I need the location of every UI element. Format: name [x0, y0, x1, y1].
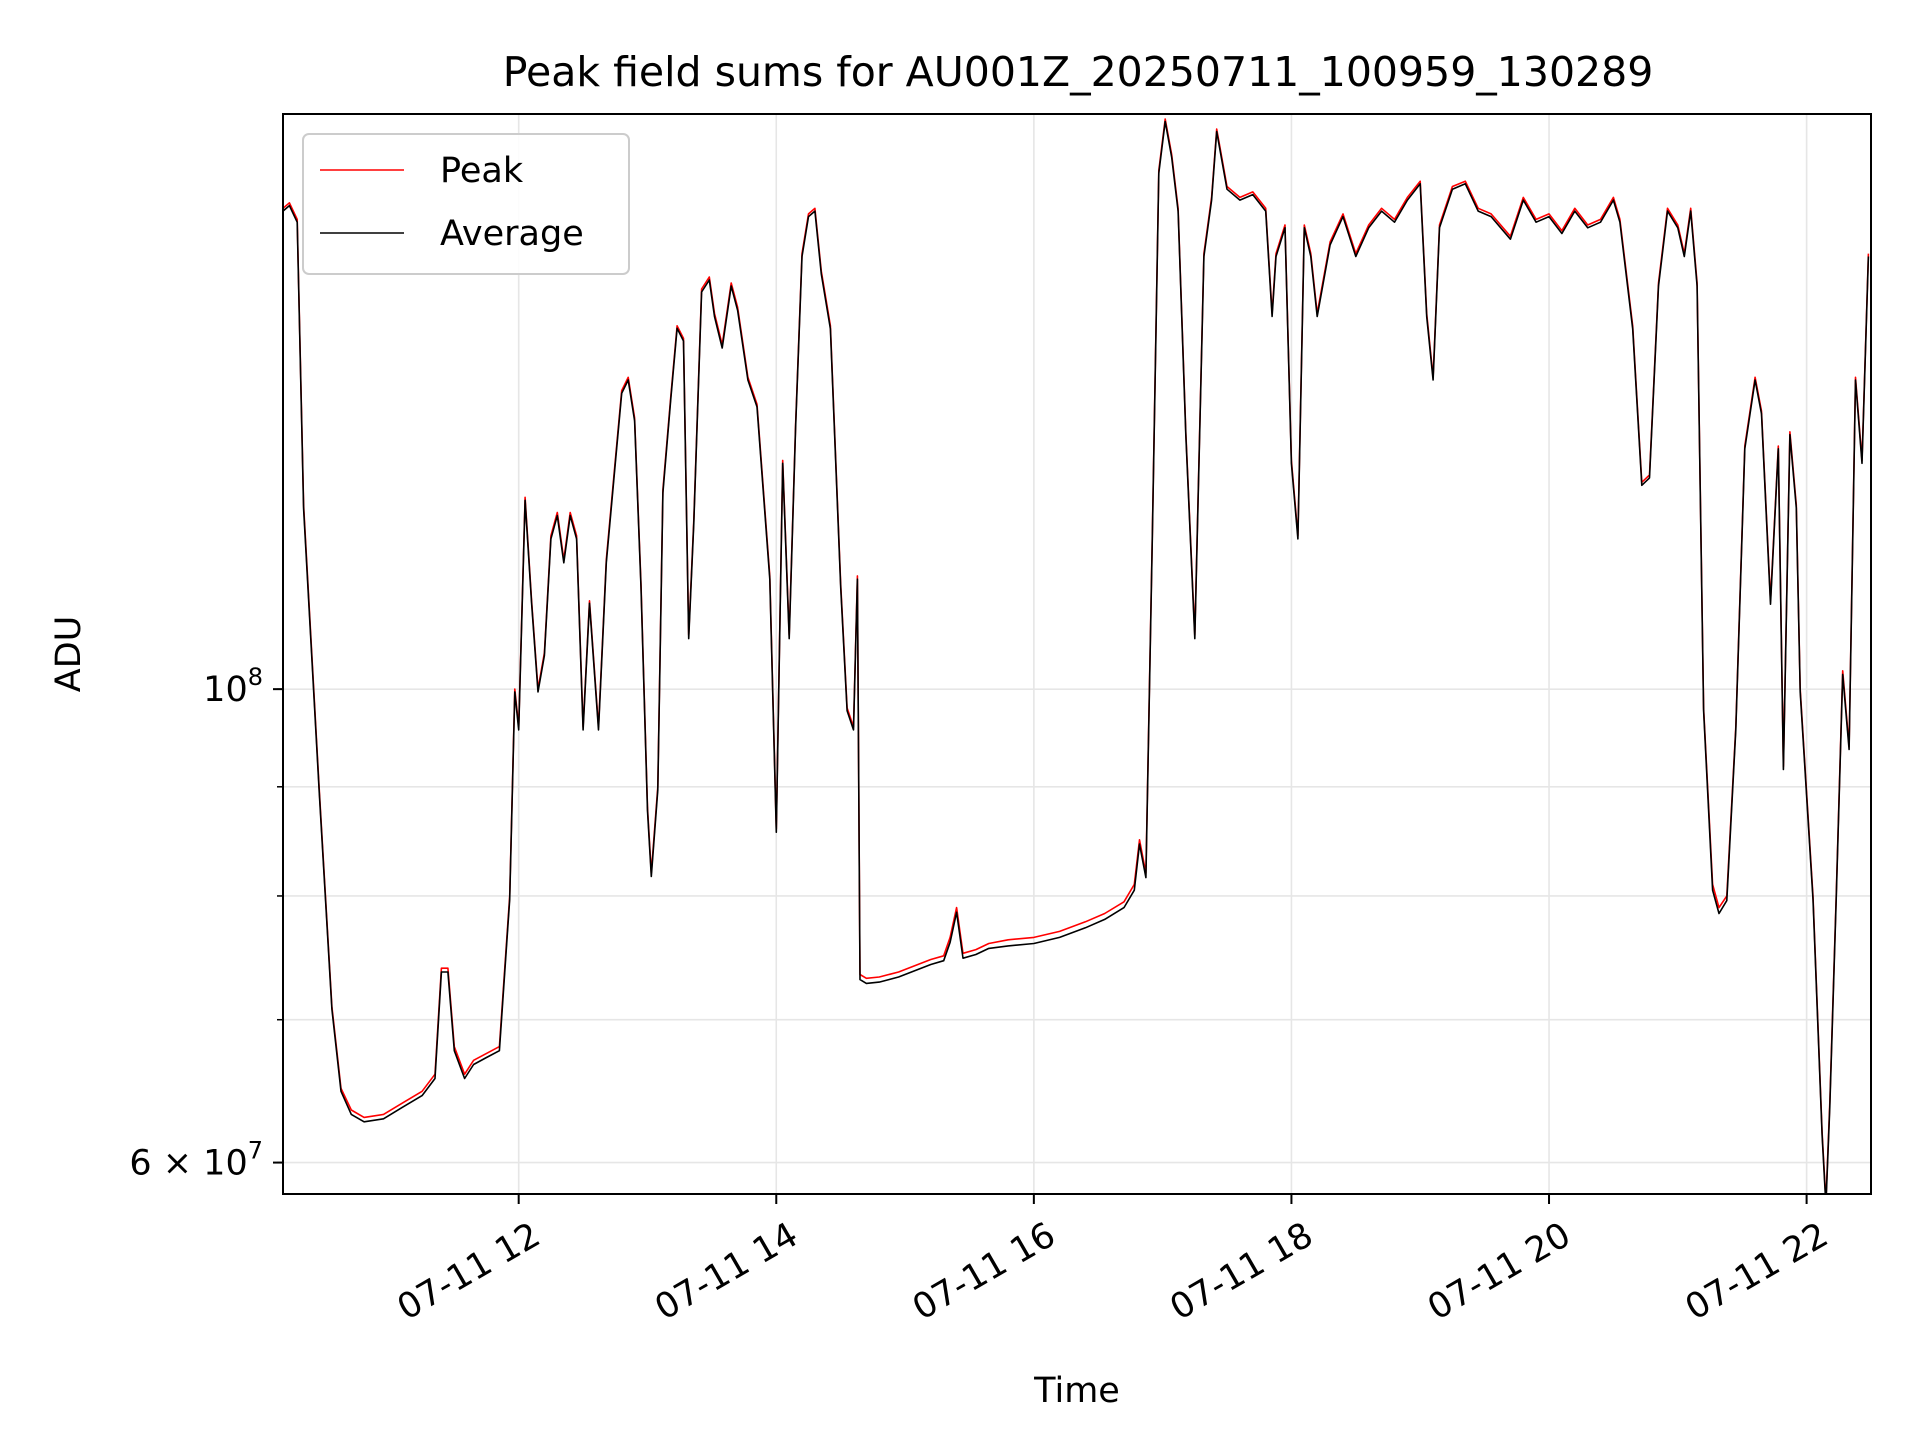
- legend-box: [302, 133, 630, 275]
- legend-average-label: Average: [440, 214, 584, 254]
- series-lines: [283, 118, 1870, 1194]
- y-axis-ticks: 108 6 × 107: [129, 663, 283, 1184]
- plot-frame: [282, 113, 1872, 1195]
- legend-peak-label: Peak: [440, 151, 524, 191]
- y-tick-label: 6 × 107: [129, 1137, 263, 1184]
- x-axis-label: Time: [1033, 1371, 1120, 1411]
- y-axis-label: ADU: [49, 616, 89, 693]
- chart-title: Peak field sums for AU001Z_20250711_1009…: [503, 48, 1654, 96]
- series-line-average: [283, 120, 1870, 1194]
- legend: Peak Average: [302, 133, 630, 275]
- y-tick-label: 108: [203, 663, 263, 710]
- grid-lines: [283, 114, 1871, 1194]
